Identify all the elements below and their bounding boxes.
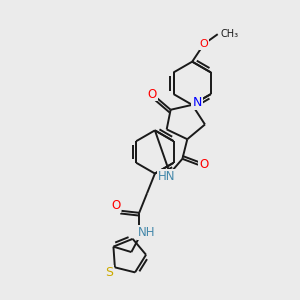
Text: O: O [147,88,157,100]
Text: CH₃: CH₃ [221,29,239,39]
Text: HN: HN [158,170,176,183]
Text: O: O [200,39,208,49]
Text: O: O [111,200,120,212]
Text: O: O [200,158,208,171]
Text: N: N [192,96,202,110]
Text: S: S [105,266,113,279]
Text: NH: NH [138,226,156,239]
